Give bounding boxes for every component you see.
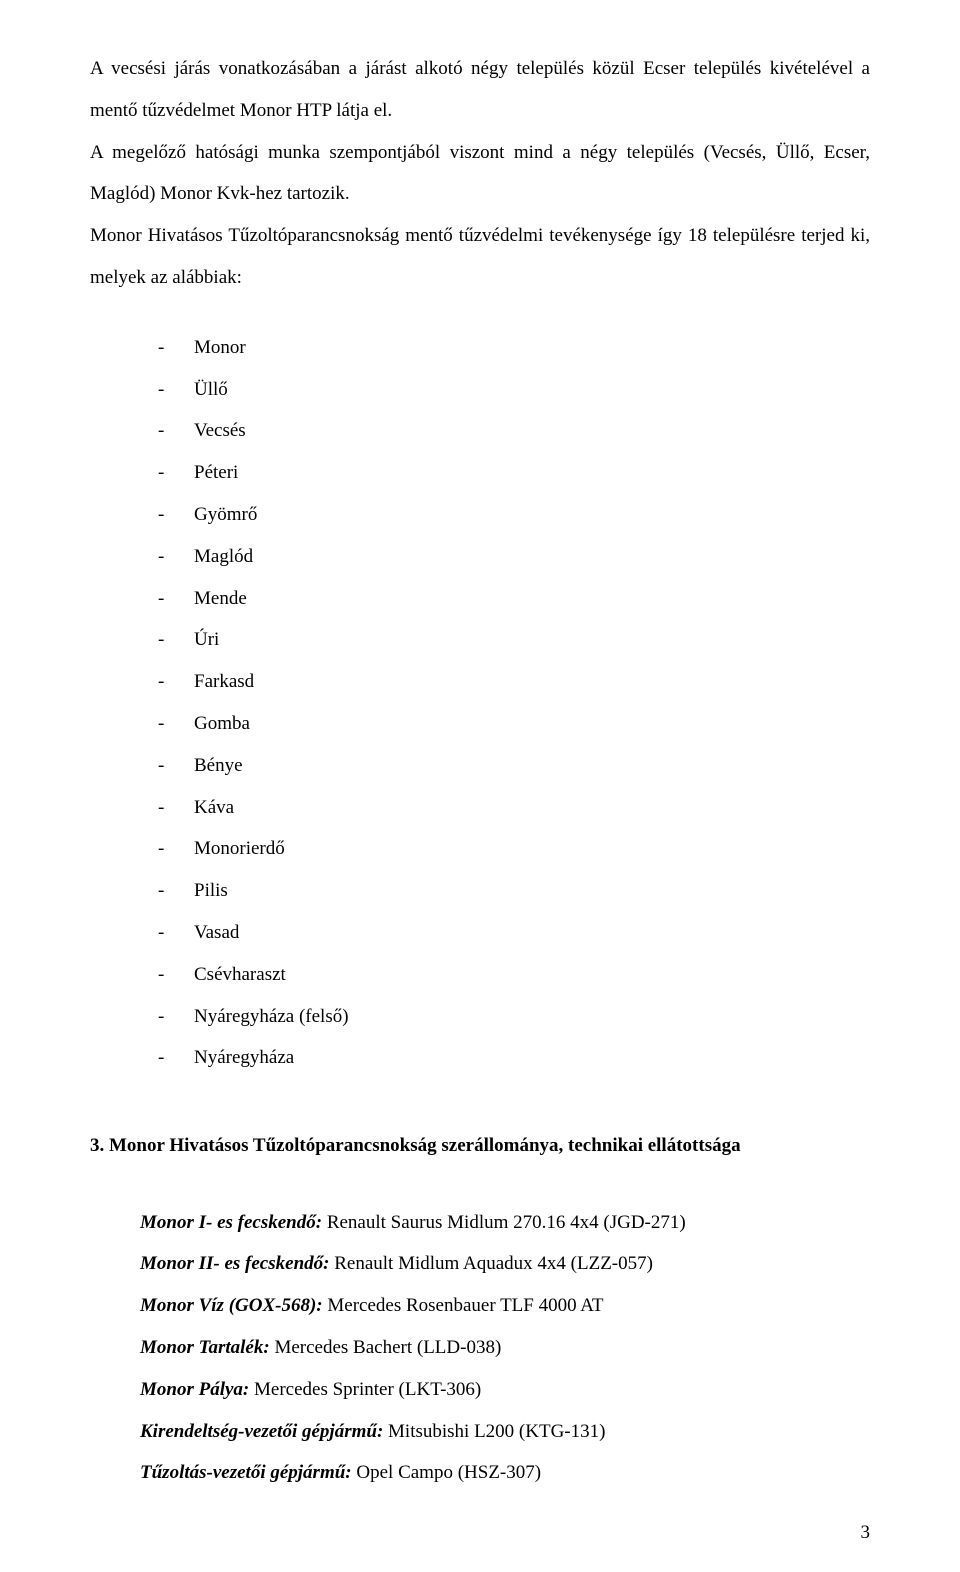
equipment-label: Kirendeltség-vezetői gépjármű: (140, 1421, 383, 1442)
equipment-label: Monor Pálya: (140, 1379, 249, 1400)
equipment-item: Kirendeltség-vezetői gépjármű: Mitsubish… (140, 1411, 870, 1453)
list-item: Gyömrő (158, 494, 870, 536)
equipment-label: Monor I- es fecskendő: (140, 1212, 322, 1233)
list-item: Csévharaszt (158, 954, 870, 996)
list-item: Üllő (158, 369, 870, 411)
list-item: Gomba (158, 703, 870, 745)
section-3-heading: 3. Monor Hivatásos Tűzoltóparancsnokság … (90, 1131, 870, 1161)
equipment-value: Renault Midlum Aquadux 4x4 (LZZ-057) (329, 1253, 652, 1274)
list-item: Mende (158, 578, 870, 620)
list-item: Bénye (158, 745, 870, 787)
list-item: Péteri (158, 452, 870, 494)
settlement-list: Monor Üllő Vecsés Péteri Gyömrő Maglód M… (90, 327, 870, 1079)
list-item: Káva (158, 787, 870, 829)
list-item: Vecsés (158, 410, 870, 452)
list-item: Úri (158, 619, 870, 661)
equipment-value: Mercedes Sprinter (LKT-306) (249, 1379, 481, 1400)
list-item: Maglód (158, 536, 870, 578)
equipment-value: Mercedes Bachert (LLD-038) (270, 1337, 502, 1358)
intro-paragraph-3: Monor Hivatásos Tűzoltóparancsnokság men… (90, 215, 870, 299)
intro-paragraph-2: A megelőző hatósági munka szempontjából … (90, 132, 870, 216)
intro-paragraph-1: A vecsési járás vonatkozásában a járást … (90, 48, 870, 132)
equipment-label: Monor Víz (GOX-568): (140, 1295, 323, 1316)
list-item: Nyáregyháza (felső) (158, 996, 870, 1038)
equipment-label: Monor II- es fecskendő: (140, 1253, 329, 1274)
list-item: Pilis (158, 870, 870, 912)
equipment-value: Renault Saurus Midlum 270.16 4x4 (JGD-27… (322, 1212, 686, 1233)
equipment-label: Monor Tartalék: (140, 1337, 270, 1358)
equipment-list: Monor I- es fecskendő: Renault Saurus Mi… (90, 1202, 870, 1495)
equipment-value: Mitsubishi L200 (KTG-131) (383, 1421, 605, 1442)
equipment-label: Tűzoltás-vezetői gépjármű: (140, 1462, 352, 1483)
equipment-value: Mercedes Rosenbauer TLF 4000 AT (323, 1295, 604, 1316)
list-item: Nyáregyháza (158, 1037, 870, 1079)
equipment-item: Monor II- es fecskendő: Renault Midlum A… (140, 1243, 870, 1285)
list-item: Vasad (158, 912, 870, 954)
equipment-value: Opel Campo (HSZ-307) (352, 1462, 541, 1483)
equipment-item: Monor Tartalék: Mercedes Bachert (LLD-03… (140, 1327, 870, 1369)
equipment-item: Tűzoltás-vezetői gépjármű: Opel Campo (H… (140, 1452, 870, 1494)
document-page: A vecsési járás vonatkozásában a járást … (0, 0, 960, 1572)
list-item: Monorierdő (158, 828, 870, 870)
list-item: Farkasd (158, 661, 870, 703)
list-item: Monor (158, 327, 870, 369)
equipment-item: Monor I- es fecskendő: Renault Saurus Mi… (140, 1202, 870, 1244)
page-number: 3 (861, 1522, 871, 1544)
equipment-item: Monor Víz (GOX-568): Mercedes Rosenbauer… (140, 1285, 870, 1327)
equipment-item: Monor Pálya: Mercedes Sprinter (LKT-306) (140, 1369, 870, 1411)
